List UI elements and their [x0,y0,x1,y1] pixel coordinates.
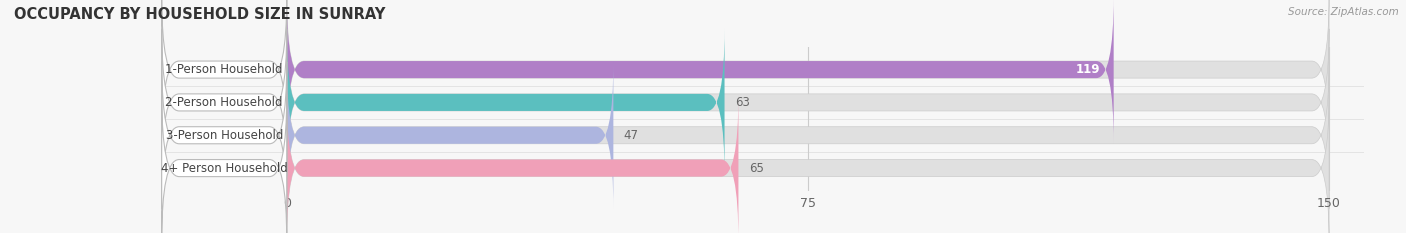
FancyBboxPatch shape [287,95,1329,233]
Text: 119: 119 [1076,63,1099,76]
FancyBboxPatch shape [287,62,613,209]
FancyBboxPatch shape [162,29,287,176]
FancyBboxPatch shape [287,29,724,176]
FancyBboxPatch shape [287,95,738,233]
FancyBboxPatch shape [162,0,287,143]
FancyBboxPatch shape [162,62,287,209]
Text: 3-Person Household: 3-Person Household [166,129,283,142]
FancyBboxPatch shape [287,62,1329,209]
Text: 47: 47 [624,129,638,142]
Text: OCCUPANCY BY HOUSEHOLD SIZE IN SUNRAY: OCCUPANCY BY HOUSEHOLD SIZE IN SUNRAY [14,7,385,22]
FancyBboxPatch shape [162,95,287,233]
Text: 63: 63 [735,96,749,109]
FancyBboxPatch shape [287,0,1114,143]
Text: 1-Person Household: 1-Person Household [166,63,283,76]
Text: 65: 65 [749,161,763,175]
FancyBboxPatch shape [287,0,1329,143]
Text: Source: ZipAtlas.com: Source: ZipAtlas.com [1288,7,1399,17]
Text: 2-Person Household: 2-Person Household [166,96,283,109]
FancyBboxPatch shape [287,29,1329,176]
Text: 4+ Person Household: 4+ Person Household [160,161,288,175]
